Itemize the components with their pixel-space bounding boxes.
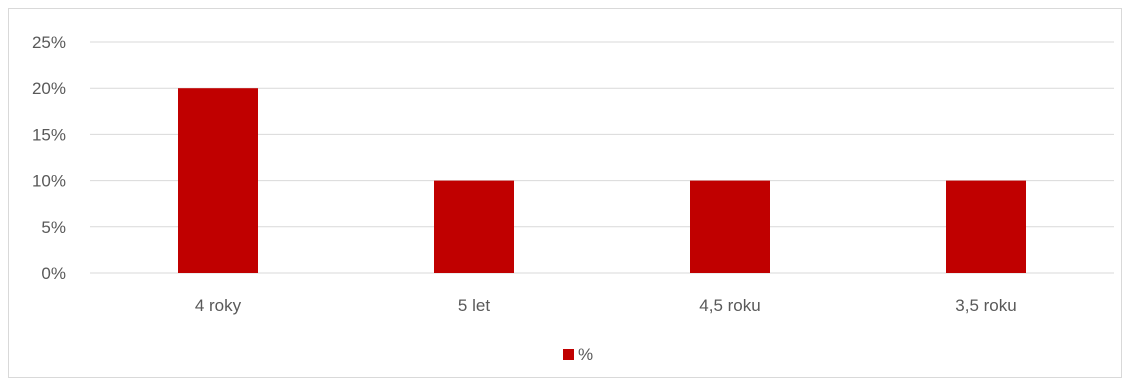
legend: % (563, 345, 593, 364)
bar (434, 180, 514, 273)
legend-swatch (563, 349, 574, 360)
y-tick-label: 5% (41, 218, 66, 237)
bars (178, 88, 1026, 273)
x-tick-label: 5 let (458, 296, 490, 315)
x-tick-label: 4 roky (195, 296, 242, 315)
x-axis-tick-labels: 4 roky 5 let 4,5 roku 3,5 roku (195, 296, 1017, 315)
bar (690, 180, 770, 273)
gridlines (90, 41, 1114, 274)
bar (178, 88, 258, 273)
x-tick-label: 3,5 roku (955, 296, 1016, 315)
y-tick-label: 20% (32, 79, 66, 98)
legend-label: % (578, 345, 593, 364)
bar (946, 180, 1026, 273)
y-tick-label: 15% (32, 125, 66, 144)
y-tick-label: 10% (32, 172, 66, 191)
y-axis-tick-labels: 0% 5% 10% 15% 20% 25% (32, 33, 66, 283)
y-tick-label: 25% (32, 33, 66, 52)
x-tick-label: 4,5 roku (699, 296, 760, 315)
y-tick-label: 0% (41, 264, 66, 283)
